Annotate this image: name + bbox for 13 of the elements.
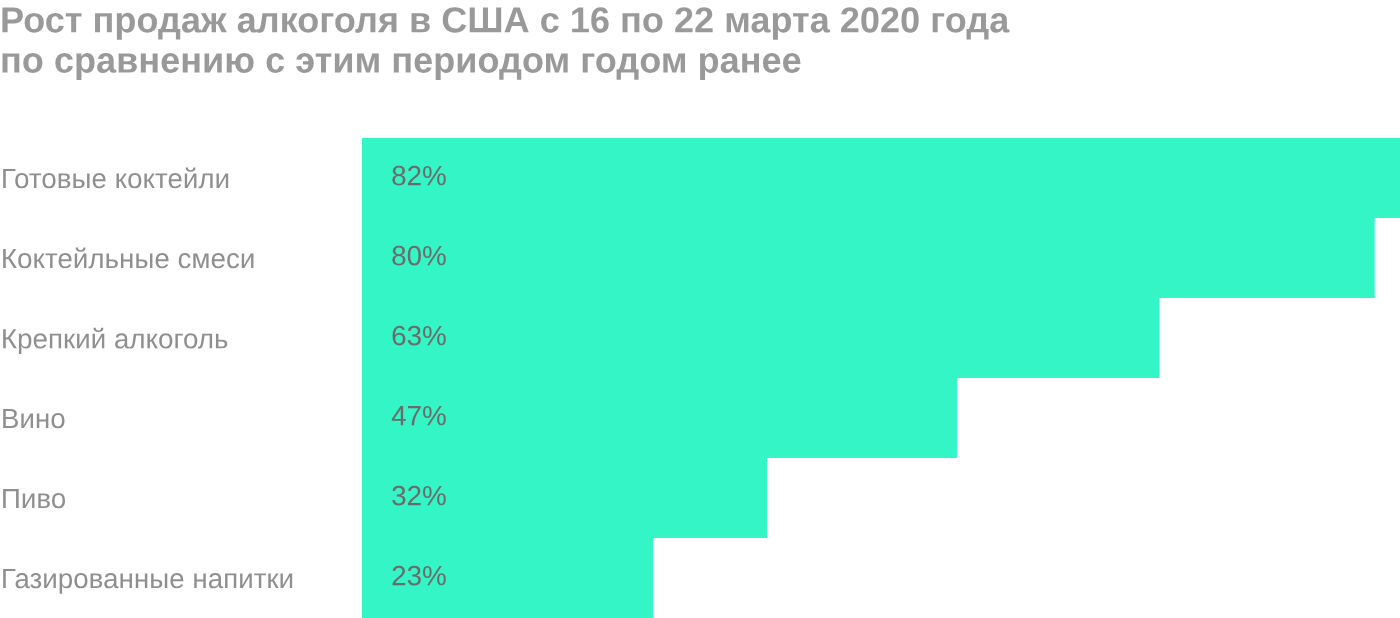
y-tick-label: Газированные напитки <box>3 568 293 594</box>
data-label: 47% <box>391 405 446 426</box>
y-tick-label: Вино <box>3 408 65 429</box>
data-label: 63% <box>392 325 446 346</box>
y-tick-label: Крепкий алкоголь <box>3 327 228 355</box>
y-tick-label: Готовые коктейли <box>3 167 229 189</box>
chart-title: Рост продаж алкоголя в США с 16 по 22 марта 2020 года по сравнению с этим периодом годом ранее <box>2 7 1010 81</box>
data-label: 80% <box>392 245 446 266</box>
y-tick-label: Пиво <box>3 488 66 509</box>
data-label: 32% <box>392 485 446 506</box>
y-tick-label: Коктейльные смеси <box>3 247 254 269</box>
data-label: 82% <box>392 165 446 186</box>
data-label: 23% <box>392 565 446 586</box>
